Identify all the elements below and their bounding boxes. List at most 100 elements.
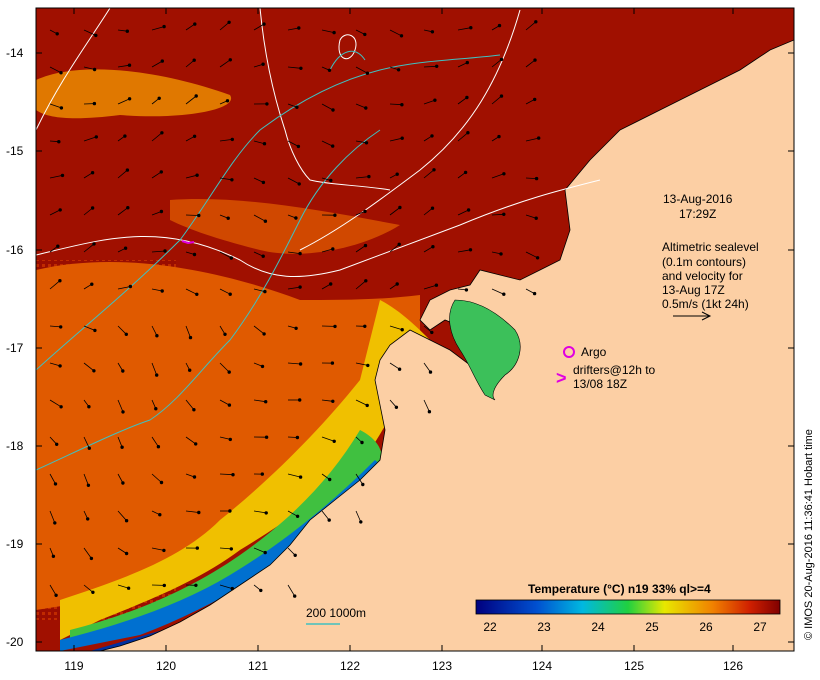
altimetry-line: 0.5m/s (1kt 24h) [662, 297, 749, 311]
velocity-arrow-head [194, 94, 198, 98]
velocity-arrow-head [397, 367, 402, 371]
velocity-arrow-head [192, 252, 197, 257]
velocity-arrow [287, 251, 301, 254]
velocity-arrow [355, 66, 368, 74]
velocity-arrow-head [55, 32, 59, 36]
lon-tick-label: 124 [532, 659, 552, 673]
velocity-arrow-head [366, 363, 370, 368]
depth-contours [36, 50, 501, 471]
velocity-arrow-head [264, 400, 268, 404]
velocity-arrow-head [195, 546, 199, 550]
velocity-arrow [253, 399, 266, 403]
velocity-arrow-head [361, 482, 365, 487]
velocity-arrow-head [534, 216, 538, 220]
king-sound-inlet [449, 299, 521, 401]
velocity-arrow [389, 207, 401, 216]
velocity-arrow-head [394, 405, 399, 409]
velocity-arrow-head [263, 289, 267, 294]
lon-tick-label: 119 [64, 659, 83, 673]
velocity-arrow [457, 209, 469, 216]
velocity-arrow [49, 175, 63, 179]
velocity-arrow-head [294, 326, 298, 330]
velocity-arrow-head [187, 368, 192, 372]
velocity-arrow [117, 584, 129, 589]
velocity-arrow [83, 207, 93, 216]
velocity-arrow-head [327, 518, 331, 522]
velocity-arrow-head [125, 29, 129, 33]
velocity-arrow-head [154, 373, 159, 377]
velocity-arrow [389, 103, 402, 106]
velocity-arrow-head [225, 99, 230, 103]
velocity-arrow-head [332, 30, 336, 35]
velocity-arrow-head [51, 554, 56, 558]
colorbar-tick-label: 26 [699, 620, 713, 634]
velocity-arrow-head [126, 205, 130, 210]
velocity-arrow-head [535, 256, 540, 260]
velocity-arrow [389, 325, 403, 331]
velocity-arrow [185, 174, 198, 179]
velocity-arrow-head [160, 289, 164, 293]
velocity-arrow [49, 362, 61, 367]
velocity-arrow-head [121, 369, 125, 373]
velocity-arrow-head [228, 58, 232, 62]
velocity-arrow-head [90, 206, 95, 210]
velocity-arrow-head [331, 247, 335, 251]
lon-tick-label: 122 [340, 659, 360, 673]
velocity-arrow-head [497, 134, 501, 139]
velocity-arrow [49, 510, 56, 524]
velocity-arrow [83, 547, 92, 559]
altimetry-line: Altimetric sealevel [662, 240, 759, 254]
velocity-arrow [457, 249, 471, 253]
velocity-arrow-head [264, 511, 268, 515]
velocity-arrow [219, 251, 232, 259]
velocity-arrow [355, 399, 368, 406]
velocity-arrow-head [395, 172, 399, 176]
velocity-arrow-head [156, 445, 161, 449]
velocity-arrow [287, 286, 301, 290]
velocity-arrow [525, 59, 536, 68]
velocity-arrow-head [398, 205, 402, 210]
velocity-arrow [151, 362, 158, 376]
velocity-arrow-head [194, 583, 198, 587]
longitude-ticks: 119 120 121 122 123 124 125 126 [64, 8, 743, 673]
velocity-arrow-head [94, 33, 98, 38]
velocity-arrow [83, 325, 96, 331]
velocity-arrow [219, 139, 233, 142]
velocity-arrow [525, 137, 539, 142]
velocity-arrow [49, 66, 62, 74]
velocity-arrow-head [193, 442, 198, 446]
image-date: 13-Aug-2016 [663, 192, 733, 206]
velocity-arrow [253, 214, 266, 222]
velocity-arrow-head [263, 550, 267, 555]
velocity-arrow-head [260, 472, 264, 476]
velocity-arrow-head [333, 213, 337, 217]
lat-tick-label: -19 [6, 537, 24, 551]
velocity-arrow [253, 547, 266, 553]
altimetry-line: and velocity for [662, 269, 743, 283]
velocity-arrow [491, 173, 505, 179]
velocity-arrow-head [158, 513, 162, 517]
velocity-arrow [185, 59, 195, 68]
velocity-arrow-head [364, 141, 369, 145]
velocity-arrow-head [435, 64, 439, 68]
velocity-arrow-head [367, 174, 371, 179]
velocity-arrow-head [295, 435, 300, 440]
velocity-arrow-head [502, 292, 506, 296]
lon-tick-label: 123 [432, 659, 452, 673]
velocity-arrow [219, 21, 230, 31]
velocity-arrow-head [296, 144, 301, 149]
velocity-arrow [389, 137, 403, 142]
velocity-arrow-head [121, 481, 125, 485]
velocity-arrow-head [227, 370, 231, 374]
velocity-arrow [151, 250, 166, 253]
warm-sst-band [36, 261, 420, 610]
velocity-arrow [287, 140, 299, 147]
velocity-arrow [83, 436, 90, 449]
velocity-arrow [287, 584, 296, 597]
velocity-arrow-head [537, 136, 541, 140]
lat-tick-label: -18 [6, 439, 24, 453]
velocity-arrow-head [162, 24, 166, 29]
velocity-arrow-head [298, 475, 303, 479]
velocity-arrow-head [94, 135, 98, 139]
velocity-arrow-head [160, 59, 164, 63]
